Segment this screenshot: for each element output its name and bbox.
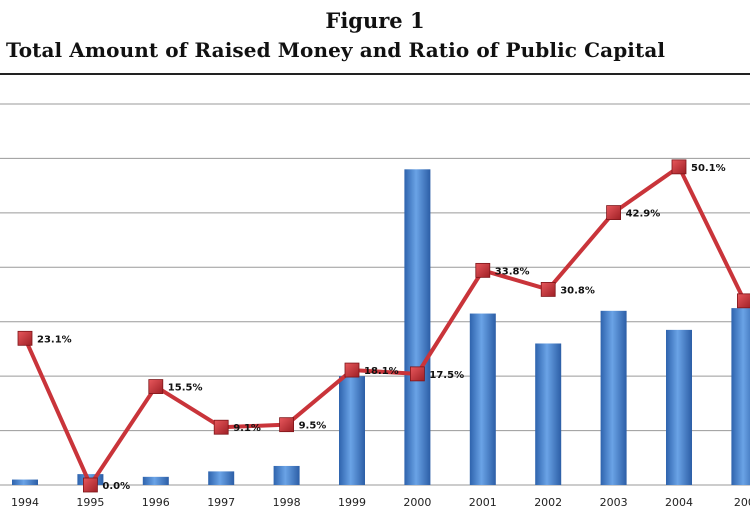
ratio-marker-1999 (344, 362, 360, 378)
ratio-line (23, 164, 747, 487)
bar-series (12, 169, 750, 486)
x-tick-label: 1999 (338, 496, 366, 509)
x-tick-label: 1998 (273, 496, 301, 509)
data-label: 9.1% (233, 423, 261, 434)
x-tick-label: 2004 (665, 496, 693, 509)
x-tick-label: 2000 (403, 496, 431, 509)
ratio-marker-1996 (148, 379, 164, 394)
header-rule (0, 73, 750, 75)
data-label: 42.9% (626, 209, 661, 220)
ratio-marker-1998 (279, 417, 295, 433)
x-tick-label: 2002 (534, 496, 562, 509)
ratio-marker-2001 (475, 262, 491, 278)
bar-2002 (535, 343, 562, 485)
data-label: 23.1% (37, 334, 72, 345)
ratio-marker-2002 (540, 282, 556, 297)
x-tick-label: 1997 (207, 496, 235, 509)
bar-1994 (12, 479, 38, 485)
x-tick-label: 2001 (469, 496, 497, 509)
x-tick-label: 2003 (600, 496, 628, 509)
ratio-marker-2004 (671, 159, 687, 175)
data-label: 50.1% (691, 163, 726, 174)
figure-title: Total Amount of Raised Money and Ratio o… (6, 38, 666, 62)
data-label: 15.5% (168, 383, 203, 394)
bar-1998 (273, 465, 300, 485)
x-tick-label: 1995 (76, 496, 104, 509)
bar-2000 (404, 169, 431, 486)
bar-2001 (469, 313, 496, 485)
data-label: 0.0% (102, 481, 130, 492)
data-label: 9.5% (299, 421, 327, 432)
data-label: 30.8% (560, 285, 595, 296)
ratio-line-series (17, 159, 750, 493)
ratio-marker-1997 (213, 419, 229, 435)
data-label: 17.5% (429, 370, 464, 381)
gridlines (0, 103, 750, 486)
bar-2003 (600, 310, 627, 485)
data-labels: 23.1% 0.0% 15.5% 9.1% 9.5% 18.1% 17.5% 33.8% 30.… (37, 163, 726, 492)
x-tick-label: 1996 (142, 496, 170, 509)
x-tick-label: 1994 (11, 496, 39, 509)
bar-2004 (666, 329, 692, 485)
data-label: 33.8% (495, 266, 530, 277)
ratio-marker-2005 (737, 293, 750, 309)
figure-number: Figure 1 (325, 8, 425, 33)
ratio-marker-1994 (17, 330, 33, 346)
ratio-marker-2000 (409, 366, 425, 382)
x-axis-ticks: 1994 1995 1996 1997 1998 1999 2000 2001 2002 2003… (11, 496, 750, 509)
figure-header: Figure 1 Total Amount of Raised Money an… (0, 0, 750, 80)
data-label: 18.1% (364, 366, 399, 377)
bar-1999 (339, 376, 365, 485)
bar-2005 (731, 308, 750, 485)
bar-1997 (208, 471, 235, 485)
bar-1996 (142, 476, 169, 485)
ratio-marker-1995 (83, 477, 98, 493)
ratio-marker-2003 (606, 205, 621, 220)
x-tick-label: 200 (734, 496, 750, 509)
